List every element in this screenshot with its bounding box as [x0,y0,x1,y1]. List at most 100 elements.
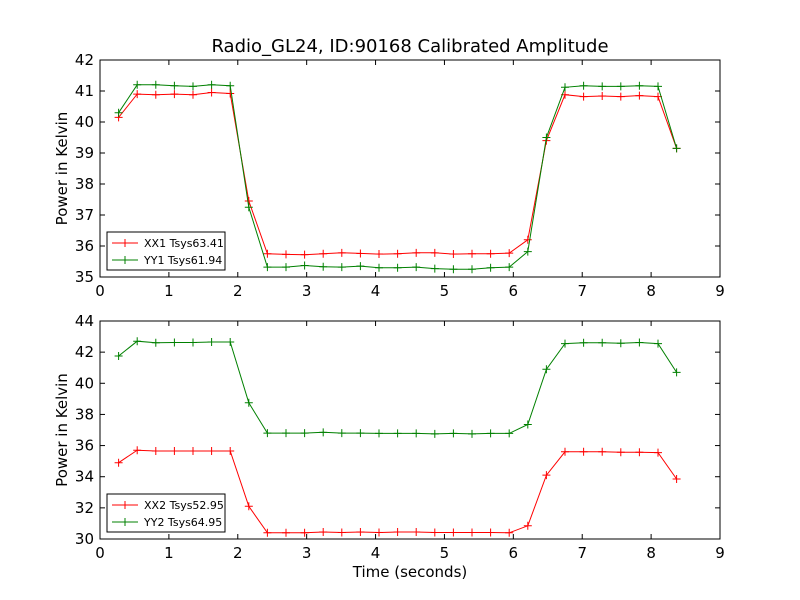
data-point [226,338,235,347]
data-point [282,250,290,259]
data-point [375,263,383,272]
y-tick-label: 35 [75,268,94,286]
legend-box [106,493,226,533]
x-tick-label: 5 [440,282,450,300]
data-point [226,447,235,456]
data-point [226,89,235,98]
data-point [263,429,272,438]
data-point [430,264,439,273]
data-point [505,263,514,272]
y-tick-label: 44 [75,312,94,330]
data-point [542,365,551,374]
series-line-2 [118,340,678,435]
data-point [282,528,290,537]
data-point [468,265,476,274]
y-tick-label: 37 [75,206,94,224]
data-point [468,249,476,258]
data-point [579,447,588,456]
data-point [579,338,588,347]
data-point [226,81,235,90]
data-point [430,429,439,438]
data-point [449,528,458,537]
x-tick-label: 0 [95,544,105,562]
x-tick-label: 9 [715,544,725,562]
data-point [616,448,625,457]
plot-frame [99,320,721,540]
data-point [356,429,365,438]
x-tick-label: 4 [371,282,381,300]
data-point [672,144,681,153]
data-point [523,235,532,244]
data-point [523,247,532,256]
x-tick-label: 1 [164,282,174,300]
data-point [449,250,458,259]
x-tick-label: 3 [302,544,312,562]
data-point [654,448,662,457]
data-point [133,80,142,89]
data-point [170,338,179,347]
legend-marker [121,501,129,509]
data-point [151,90,160,99]
data-point [579,81,588,90]
data-point [356,262,365,271]
y-tick-label: 38 [75,175,94,193]
data-point [412,429,421,438]
data-point [300,429,309,438]
x-tick-label: 2 [233,282,243,300]
data-point [207,338,216,347]
legend-marker [121,518,129,526]
data-point [393,429,402,438]
data-point [282,429,290,438]
data-point [616,339,625,348]
data-point [635,448,644,457]
data-point [672,475,681,484]
data-point [654,82,662,91]
x-tick-label: 9 [715,282,725,300]
data-point [635,81,644,90]
data-point [244,398,253,407]
data-point [393,527,402,536]
y-tick-label: 32 [75,499,94,517]
data-point [635,91,644,100]
data-point [542,471,551,480]
x-tick-label: 6 [509,544,519,562]
data-point [189,90,197,99]
data-point [375,250,383,259]
legend-label: XX2 Tsys52.95 [144,499,224,512]
data-point [337,263,346,272]
data-point [263,249,272,258]
x-tick-label: 5 [440,544,450,562]
x-tick-label: 0 [95,282,105,300]
data-point [319,262,328,271]
data-point [151,447,160,456]
data-point [207,80,216,89]
x-tick-label: 8 [646,282,656,300]
y-tick-label: 40 [75,113,94,131]
legend-box [106,231,226,271]
data-point [561,339,569,348]
plot-frame [99,59,721,278]
y-tick-label: 42 [75,51,94,69]
data-point [319,428,328,437]
data-point [133,90,142,99]
chart-title: Radio_GL24, ID:90168 Calibrated Amplitud… [211,36,608,57]
data-point [561,83,569,92]
y-tick-label: 42 [75,343,94,361]
y-axis-label: Power in Kelvin [53,112,71,226]
legend-label: XX1 Tsys63.41 [144,237,224,250]
data-point [114,458,123,467]
data-point [654,339,662,348]
y-tick-label: 40 [75,374,94,392]
y-tick-label: 38 [75,405,94,423]
y-tick-label: 30 [75,530,94,548]
data-point [189,447,197,456]
data-point [672,368,681,377]
x-tick-label: 3 [302,282,312,300]
series-line-1 [118,91,678,256]
legend: XX1 Tsys63.41 YY1 Tsys61.94 [106,231,226,271]
y-axis-label: Power in Kelvin [53,373,71,487]
data-point [598,91,607,100]
data-point [319,249,328,258]
data-point [337,528,346,537]
x-tick-label: 4 [371,544,381,562]
